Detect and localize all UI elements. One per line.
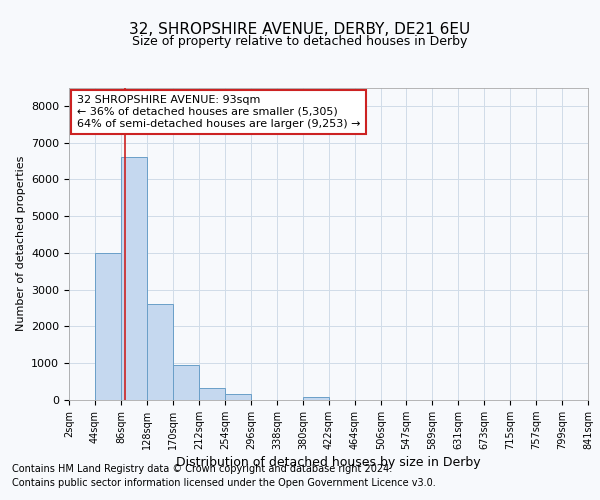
Bar (173, 365, 199, 400)
Bar (225, 394, 251, 400)
Y-axis label: Number of detached properties: Number of detached properties (16, 156, 26, 332)
Text: Size of property relative to detached houses in Derby: Size of property relative to detached ho… (133, 35, 467, 48)
Text: 32 SHROPSHIRE AVENUE: 93sqm
← 36% of detached houses are smaller (5,305)
64% of : 32 SHROPSHIRE AVENUE: 93sqm ← 36% of det… (77, 96, 360, 128)
Text: Contains public sector information licensed under the Open Government Licence v3: Contains public sector information licen… (12, 478, 436, 488)
Bar (147, 304, 173, 400)
Bar (303, 397, 329, 400)
Text: 32, SHROPSHIRE AVENUE, DERBY, DE21 6EU: 32, SHROPSHIRE AVENUE, DERBY, DE21 6EU (130, 22, 470, 38)
Bar (95, 253, 121, 400)
Bar (199, 388, 225, 400)
X-axis label: Distribution of detached houses by size in Derby: Distribution of detached houses by size … (176, 456, 481, 469)
Bar (121, 158, 147, 400)
Text: Contains HM Land Registry data © Crown copyright and database right 2024.: Contains HM Land Registry data © Crown c… (12, 464, 392, 474)
